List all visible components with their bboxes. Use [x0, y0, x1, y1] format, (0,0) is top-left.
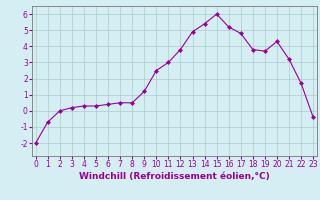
X-axis label: Windchill (Refroidissement éolien,°C): Windchill (Refroidissement éolien,°C) [79, 172, 270, 181]
